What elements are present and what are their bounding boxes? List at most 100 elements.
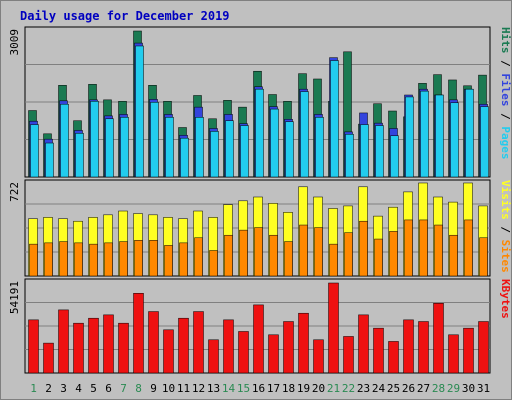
bar-sites — [134, 240, 143, 277]
x-tick-label: 4 — [75, 382, 82, 395]
legend-item-visits: Visits — [499, 180, 512, 220]
bar-kbytes — [163, 329, 174, 374]
legend-bottom: KBytes — [499, 279, 512, 319]
bar-kbytes — [133, 293, 144, 374]
bar-pages — [90, 101, 99, 178]
bar-kbytes — [268, 334, 279, 374]
x-tick-label: 29 — [447, 382, 460, 395]
legend-item-hits: Hits — [499, 27, 512, 54]
bar-kbytes — [103, 314, 114, 374]
bar-sites — [449, 234, 458, 277]
bar-kbytes — [433, 302, 444, 374]
bar-pages — [225, 120, 234, 178]
bar-sites — [479, 237, 488, 277]
bar-sites — [224, 234, 233, 277]
x-tick-label: 17 — [267, 382, 280, 395]
bar-kbytes — [88, 317, 99, 374]
bar-sites — [164, 245, 173, 277]
bar-sites — [314, 227, 323, 277]
bar-pages — [75, 133, 84, 178]
bar-kbytes — [178, 317, 189, 374]
bar-pages — [285, 121, 294, 178]
legend-separator: / — [499, 54, 512, 74]
bar-sites — [104, 242, 113, 277]
x-tick-label: 8 — [135, 382, 142, 395]
bar-pages — [180, 137, 189, 178]
bar-pages — [345, 134, 354, 178]
x-tick-label: 6 — [105, 382, 112, 395]
legend-separator: / — [499, 220, 512, 240]
bar-kbytes — [328, 282, 339, 374]
bar-kbytes — [253, 304, 264, 374]
bar-kbytes — [403, 319, 414, 374]
x-tick-label: 14 — [222, 382, 236, 395]
bar-pages — [390, 135, 399, 178]
bar-kbytes — [238, 331, 249, 374]
bar-sites — [344, 232, 353, 277]
bar-kbytes — [343, 336, 354, 374]
bar-pages — [405, 96, 414, 178]
bar-pages — [255, 88, 264, 178]
x-tick-label: 20 — [312, 382, 325, 395]
bar-pages — [120, 117, 129, 178]
legend-item-kbytes: KBytes — [499, 279, 512, 319]
bar-kbytes — [373, 327, 384, 374]
legend-top: Hits / Files / Pages — [499, 27, 512, 160]
bar-pages — [45, 142, 54, 178]
bar-kbytes — [478, 321, 489, 374]
bar-pages — [315, 117, 324, 178]
bar-pages — [480, 106, 489, 178]
bar-sites — [374, 238, 383, 277]
bar-kbytes — [358, 314, 369, 374]
bar-sites — [404, 219, 413, 277]
x-tick-label: 10 — [162, 382, 175, 395]
bar-kbytes — [418, 321, 429, 374]
legend-separator: / — [499, 107, 512, 127]
bar-pages — [360, 124, 369, 178]
bar-pages — [435, 94, 444, 178]
bar-sites — [389, 231, 398, 277]
x-tick-label: 15 — [237, 382, 250, 395]
x-tick-label: 7 — [120, 382, 127, 395]
bar-pages — [210, 131, 219, 178]
bar-sites — [329, 243, 338, 277]
bar-pages — [420, 90, 429, 178]
bar-sites — [89, 243, 98, 277]
bar-pages — [240, 125, 249, 178]
x-tick-label: 21 — [327, 382, 340, 395]
x-tick-label: 24 — [372, 382, 386, 395]
bar-kbytes — [448, 334, 459, 374]
bar-kbytes — [193, 311, 204, 374]
bar-kbytes — [43, 342, 54, 374]
bar-kbytes — [463, 327, 474, 374]
x-tick-label: 12 — [192, 382, 205, 395]
bar-sites — [359, 220, 368, 277]
x-tick-label: 3 — [60, 382, 67, 395]
bar-pages — [195, 117, 204, 178]
y-max-label-bottom: 54191 — [8, 281, 21, 314]
x-tick-label: 9 — [150, 382, 157, 395]
bar-sites — [179, 242, 188, 277]
bar-pages — [450, 102, 459, 178]
bar-pages — [465, 88, 474, 178]
legend-middle: Visits / Sites — [499, 180, 512, 273]
bar-kbytes — [148, 311, 159, 374]
x-tick-label: 25 — [387, 382, 400, 395]
bar-pages — [135, 45, 144, 178]
x-tick-label: 22 — [342, 382, 355, 395]
bar-pages — [60, 103, 69, 178]
bar-kbytes — [283, 321, 294, 374]
bar-sites — [149, 240, 158, 277]
bar-pages — [330, 60, 339, 178]
x-tick-label: 2 — [45, 382, 52, 395]
legend-item-sites: Sites — [499, 240, 512, 273]
bar-kbytes — [208, 339, 219, 374]
bar-sites — [269, 234, 278, 277]
x-tick-label: 23 — [357, 382, 370, 395]
bar-kbytes — [58, 309, 69, 374]
bar-kbytes — [28, 319, 39, 374]
x-tick-label: 16 — [252, 382, 265, 395]
x-tick-label: 18 — [282, 382, 295, 395]
x-tick-label: 11 — [177, 382, 190, 395]
